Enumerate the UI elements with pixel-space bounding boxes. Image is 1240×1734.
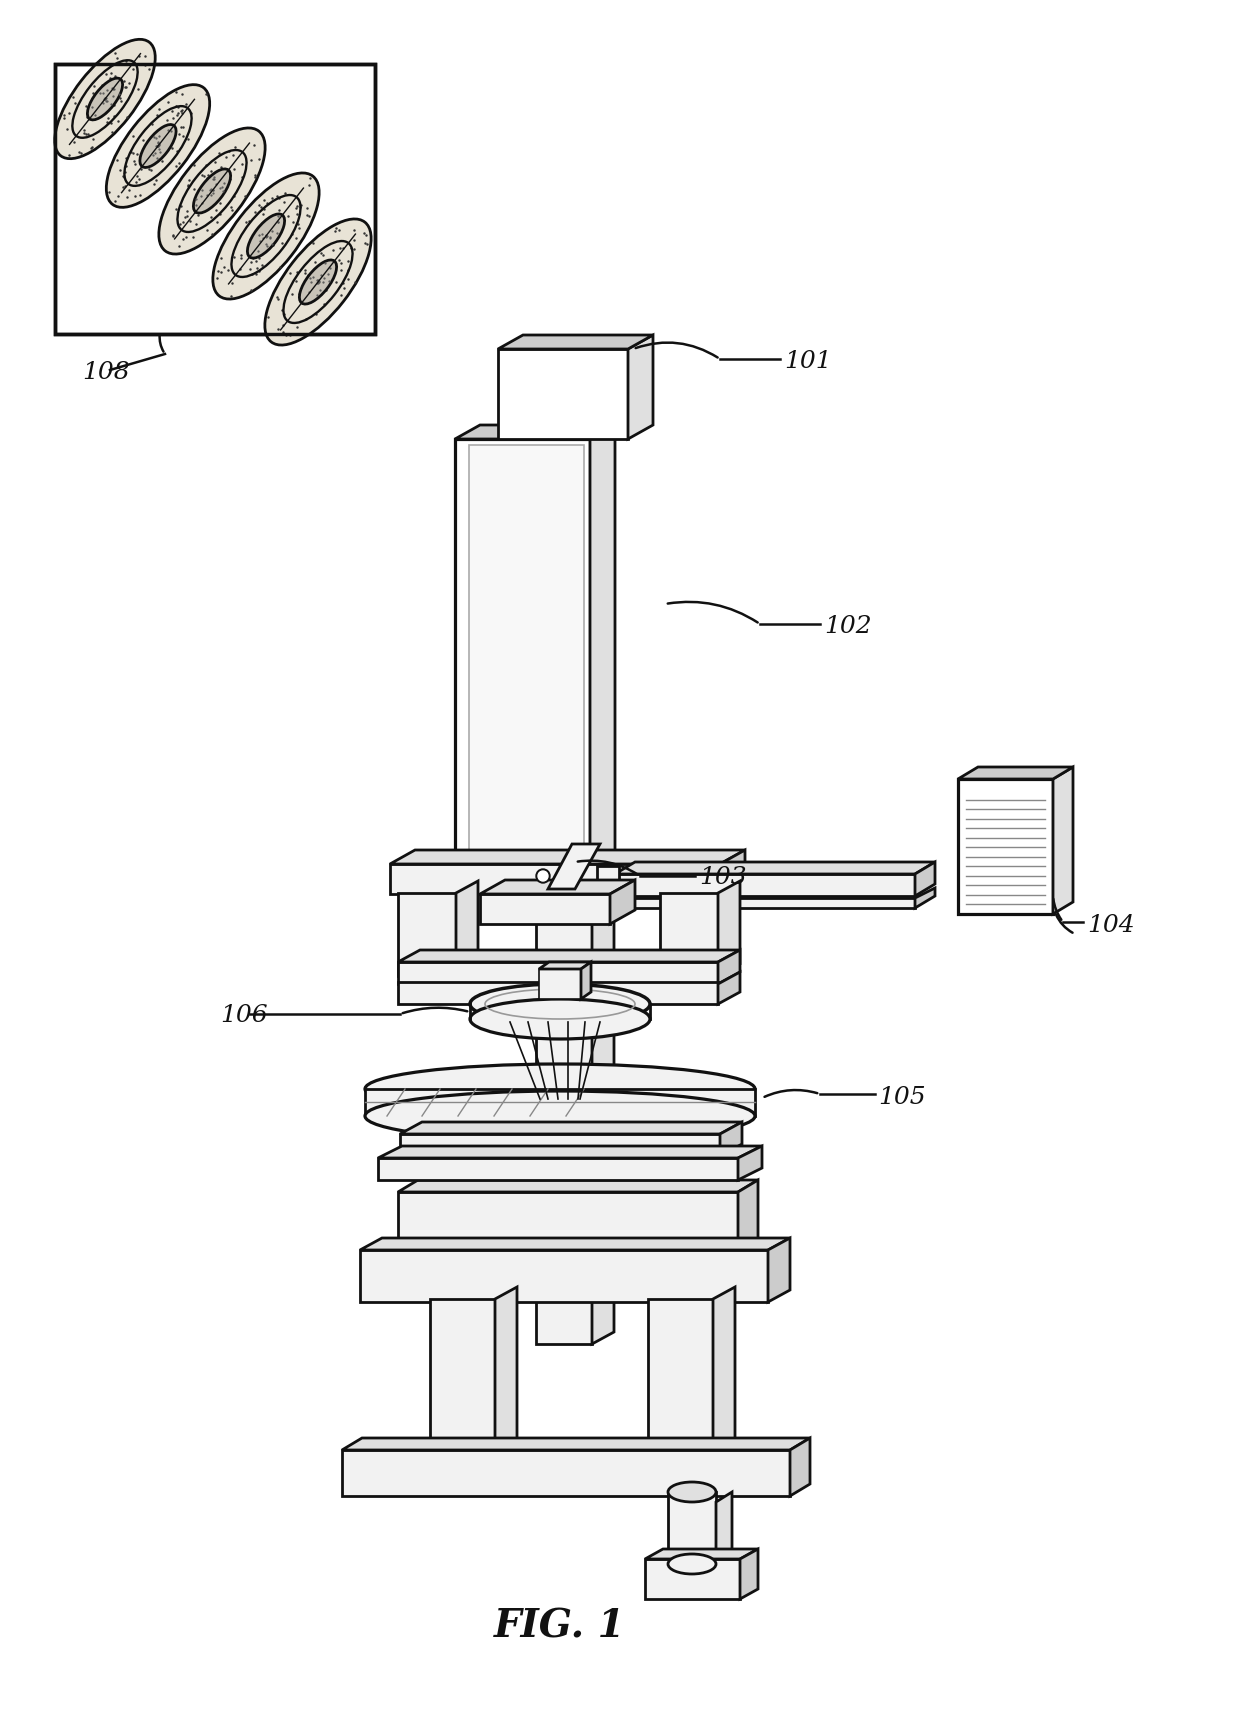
Bar bbox=[668, 1491, 715, 1564]
Ellipse shape bbox=[365, 1091, 755, 1141]
Bar bbox=[55, 64, 374, 335]
Polygon shape bbox=[720, 850, 745, 895]
Ellipse shape bbox=[470, 999, 650, 1039]
Polygon shape bbox=[456, 881, 477, 976]
Text: 102: 102 bbox=[825, 616, 872, 638]
Polygon shape bbox=[398, 1181, 758, 1191]
Bar bbox=[615, 874, 915, 896]
Polygon shape bbox=[582, 962, 591, 999]
Polygon shape bbox=[915, 862, 935, 896]
Ellipse shape bbox=[668, 1483, 715, 1502]
Bar bbox=[398, 893, 456, 976]
Text: 104: 104 bbox=[1087, 914, 1135, 936]
Polygon shape bbox=[610, 879, 635, 924]
Bar bbox=[55, 64, 374, 335]
Polygon shape bbox=[645, 1548, 758, 1559]
Text: 103: 103 bbox=[699, 865, 746, 890]
Bar bbox=[365, 1089, 755, 1117]
Polygon shape bbox=[498, 335, 653, 349]
Polygon shape bbox=[1053, 766, 1073, 914]
Bar bbox=[959, 779, 1053, 914]
Polygon shape bbox=[768, 1238, 790, 1302]
FancyArrowPatch shape bbox=[578, 860, 637, 874]
Text: 108: 108 bbox=[82, 361, 130, 383]
Text: 106: 106 bbox=[219, 1004, 268, 1027]
Ellipse shape bbox=[213, 173, 319, 298]
Bar bbox=[469, 446, 584, 850]
Ellipse shape bbox=[55, 40, 155, 160]
Polygon shape bbox=[915, 888, 935, 909]
Text: 101: 101 bbox=[784, 350, 832, 373]
Polygon shape bbox=[455, 425, 615, 439]
Polygon shape bbox=[495, 1287, 517, 1455]
Bar bbox=[498, 349, 627, 439]
Bar bbox=[430, 1299, 495, 1455]
FancyArrowPatch shape bbox=[160, 335, 164, 352]
Polygon shape bbox=[740, 1548, 758, 1599]
Ellipse shape bbox=[248, 213, 285, 258]
FancyArrowPatch shape bbox=[403, 1007, 467, 1013]
Bar bbox=[342, 1450, 790, 1496]
Polygon shape bbox=[790, 1437, 810, 1496]
FancyArrowPatch shape bbox=[667, 602, 758, 623]
FancyArrowPatch shape bbox=[1056, 914, 1073, 933]
Ellipse shape bbox=[107, 85, 210, 208]
Text: 105: 105 bbox=[878, 1085, 925, 1110]
Polygon shape bbox=[391, 850, 745, 864]
Bar bbox=[398, 981, 718, 1004]
Bar bbox=[401, 1134, 720, 1157]
Polygon shape bbox=[615, 862, 935, 874]
Polygon shape bbox=[539, 962, 591, 969]
Polygon shape bbox=[738, 1181, 758, 1252]
Ellipse shape bbox=[470, 983, 650, 1025]
Bar bbox=[398, 1191, 738, 1252]
FancyArrowPatch shape bbox=[636, 343, 718, 357]
Ellipse shape bbox=[299, 260, 336, 303]
Polygon shape bbox=[718, 950, 740, 983]
Bar bbox=[398, 962, 718, 983]
Polygon shape bbox=[548, 844, 600, 890]
Polygon shape bbox=[713, 1287, 735, 1455]
Ellipse shape bbox=[140, 125, 176, 168]
Polygon shape bbox=[590, 425, 615, 864]
Polygon shape bbox=[627, 335, 653, 439]
Bar bbox=[615, 898, 915, 909]
Polygon shape bbox=[378, 1146, 763, 1158]
Polygon shape bbox=[720, 1122, 742, 1157]
Bar bbox=[480, 895, 610, 924]
Bar bbox=[660, 893, 718, 976]
Ellipse shape bbox=[365, 1065, 755, 1113]
Bar bbox=[539, 969, 582, 999]
Polygon shape bbox=[718, 973, 740, 1004]
Bar bbox=[391, 864, 720, 895]
Ellipse shape bbox=[668, 1554, 715, 1574]
Bar bbox=[536, 414, 591, 1344]
Circle shape bbox=[536, 869, 551, 883]
Polygon shape bbox=[401, 1122, 742, 1134]
Ellipse shape bbox=[193, 168, 231, 213]
Bar bbox=[596, 865, 619, 902]
Polygon shape bbox=[738, 1146, 763, 1181]
Polygon shape bbox=[718, 881, 740, 976]
Polygon shape bbox=[398, 950, 740, 962]
Polygon shape bbox=[591, 402, 614, 1344]
Polygon shape bbox=[342, 1437, 810, 1450]
Bar bbox=[649, 1299, 713, 1455]
Polygon shape bbox=[715, 1491, 732, 1564]
Polygon shape bbox=[480, 879, 635, 895]
FancyArrowPatch shape bbox=[1053, 898, 1061, 919]
Bar bbox=[645, 1559, 740, 1599]
Circle shape bbox=[538, 870, 548, 881]
Ellipse shape bbox=[159, 128, 265, 255]
Ellipse shape bbox=[87, 78, 123, 120]
Polygon shape bbox=[959, 766, 1073, 779]
Bar bbox=[455, 439, 590, 864]
Polygon shape bbox=[360, 1238, 790, 1250]
Bar bbox=[378, 1158, 738, 1181]
Text: FIG. 1: FIG. 1 bbox=[495, 1607, 626, 1646]
Ellipse shape bbox=[265, 218, 371, 345]
FancyArrowPatch shape bbox=[765, 1091, 817, 1098]
Bar bbox=[360, 1250, 768, 1302]
